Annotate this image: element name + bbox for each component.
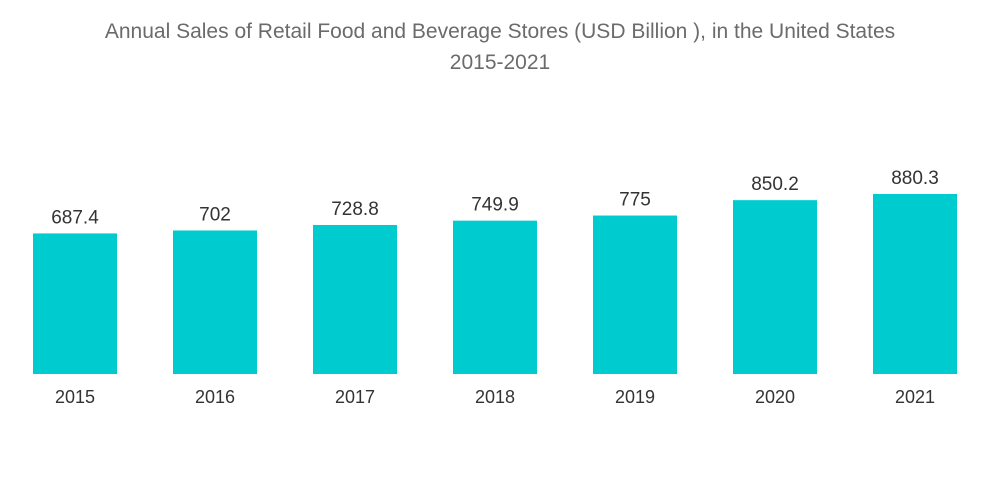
bar-value-label-2017: 728.8 [331,199,379,220]
bar-2017 [313,224,397,374]
bar-value-label-2015: 687.4 [51,207,99,228]
x-tick-label-2015: 2015 [55,387,95,407]
chart-subtitle: 2015-2021 [449,51,551,74]
bar-2016 [173,230,257,374]
x-tick-label-2021: 2021 [895,387,935,407]
x-tick-label-2018: 2018 [475,387,515,407]
bar-2015 [33,233,117,374]
bar-value-label-2021: 880.3 [891,168,939,189]
bar-value-label-2018: 749.9 [471,195,519,216]
chart-title-block: Annual Sales of Retail Food and Beverage… [0,16,1000,78]
bar-value-label-2020: 850.2 [751,174,799,195]
x-tick-label-2020: 2020 [755,387,795,407]
bar-2020 [733,200,817,374]
bar-2019 [593,215,677,374]
x-tick-label-2017: 2017 [335,387,375,407]
x-tick-label-2019: 2019 [615,387,655,407]
x-tick-label-2016: 2016 [195,387,235,407]
bar-2018 [453,220,537,374]
bar-value-label-2016: 702 [199,204,231,225]
bar-value-label-2019: 775 [619,190,651,211]
bar-2021 [873,194,957,374]
chart-title: Annual Sales of Retail Food and Beverage… [104,20,896,43]
